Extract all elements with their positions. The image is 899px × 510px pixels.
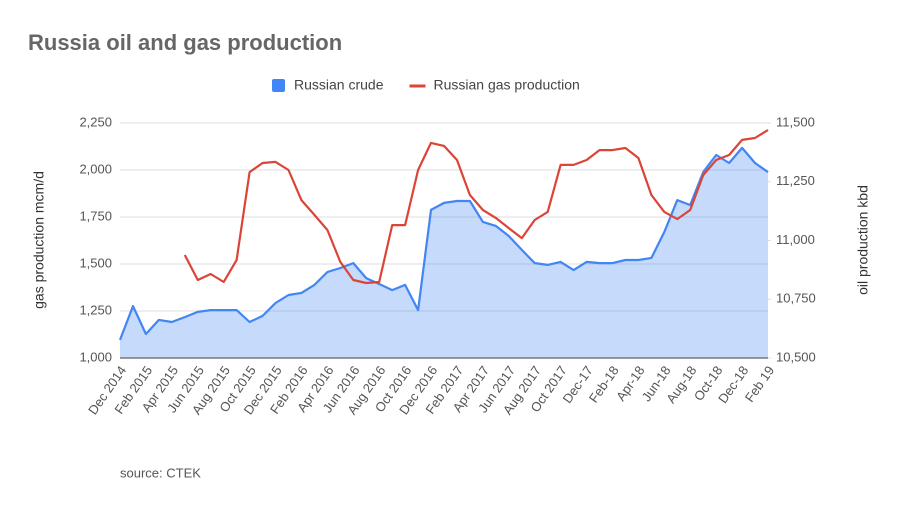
y-tick-label: 2,250 [79,114,112,129]
y2-tick-label: 11,000 [776,232,815,247]
y2-axis-title: oil production kbd [855,185,871,295]
legend-swatch [272,79,285,92]
y2-tick-label: 11,250 [776,173,815,188]
y2-tick-label: 10,750 [776,291,816,306]
y-tick-label: 1,750 [79,208,112,223]
y-tick-label: 1,250 [79,302,112,317]
y-tick-label: 2,000 [79,161,112,176]
chart-title: Russia oil and gas production [28,30,342,55]
source-note: source: CTEK [120,465,201,480]
area [120,147,768,358]
line [118,146,769,341]
y-tick-label: 1,500 [79,255,112,270]
legend-label: Russian crude [294,77,384,93]
line [183,129,769,285]
y-tick-label: 1,000 [79,349,112,364]
y2-tick-label: 10,500 [776,349,816,364]
legend-label: Russian gas production [434,77,580,93]
y2-tick-label: 11,500 [776,114,815,129]
y-axis-title: gas production mcm/d [31,171,47,309]
